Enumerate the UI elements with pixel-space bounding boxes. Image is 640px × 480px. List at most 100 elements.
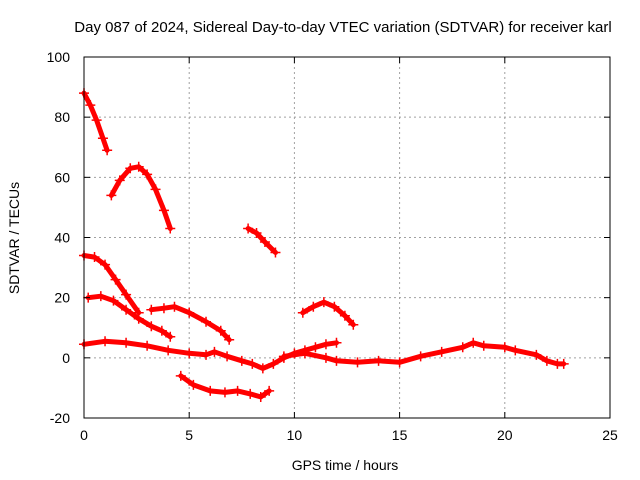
data-point-marker — [219, 387, 230, 398]
y-tick-label: 60 — [54, 169, 70, 185]
series-band — [245, 226, 278, 255]
data-point-marker — [478, 340, 489, 351]
data-point-marker — [232, 385, 243, 396]
chart-title: Day 087 of 2024, Sidereal Day-to-day VTE… — [74, 19, 611, 36]
data-point-marker — [209, 346, 220, 357]
data-point-marker — [278, 351, 289, 362]
data-point-marker — [331, 355, 342, 366]
data-point-marker — [339, 310, 350, 321]
data-point-marker — [297, 307, 308, 318]
data-point-marker — [184, 348, 195, 359]
y-tick-label: 100 — [47, 49, 71, 65]
data-point-marker — [95, 291, 106, 302]
data-point-marker — [100, 259, 111, 270]
x-tick-label: 5 — [185, 427, 193, 443]
data-point-marker — [558, 358, 569, 369]
data-point-marker — [308, 301, 319, 312]
data-point-marker — [156, 325, 167, 336]
data-point-marker — [142, 340, 153, 351]
data-point-marker — [158, 205, 169, 216]
data-point-marker — [257, 363, 268, 374]
data-point-marker — [169, 301, 180, 312]
data-point-marker — [299, 348, 310, 359]
data-point-marker — [184, 307, 195, 318]
data-point-marker — [320, 352, 331, 363]
data-point-marker — [133, 161, 144, 172]
series-arc-1 — [79, 88, 113, 156]
data-point-marker — [142, 169, 153, 180]
series-arc-3 — [79, 250, 144, 318]
data-point-marker — [510, 345, 521, 356]
data-point-marker — [318, 297, 329, 308]
data-point-marker — [108, 295, 119, 306]
data-point-marker — [125, 163, 136, 174]
data-point-marker — [222, 351, 233, 362]
data-point-marker — [270, 247, 281, 258]
data-point-marker — [85, 100, 96, 111]
data-point-marker — [89, 252, 100, 263]
data-point-marker — [163, 345, 174, 356]
data-point-marker — [201, 349, 212, 360]
data-point-marker — [243, 223, 254, 234]
data-point-marker — [106, 190, 117, 201]
data-point-marker — [468, 337, 479, 348]
series-arc-6 — [243, 223, 281, 258]
data-point-marker — [133, 313, 144, 324]
series-arc-10 — [278, 337, 569, 369]
x-tick-label: 20 — [497, 427, 513, 443]
x-tick-label: 10 — [287, 427, 303, 443]
series-arc-2 — [106, 161, 176, 234]
series-arc-8 — [175, 370, 275, 402]
data-point-marker — [158, 303, 169, 314]
data-point-marker — [329, 301, 340, 312]
data-point-marker — [97, 133, 108, 144]
x-tick-label: 15 — [392, 427, 408, 443]
data-point-marker — [205, 385, 216, 396]
data-series — [79, 88, 569, 402]
data-point-marker — [201, 316, 212, 327]
data-point-marker — [224, 334, 235, 345]
data-point-marker — [188, 379, 199, 390]
data-point-marker — [373, 355, 384, 366]
data-point-marker — [121, 289, 132, 300]
data-point-marker — [348, 319, 359, 330]
series-arc-7 — [297, 297, 359, 330]
data-point-marker — [251, 227, 262, 238]
data-point-marker — [236, 355, 247, 366]
data-point-marker — [121, 337, 132, 348]
data-point-marker — [102, 145, 113, 156]
data-point-marker — [541, 355, 552, 366]
data-point-marker — [150, 184, 161, 195]
data-point-marker — [165, 331, 176, 342]
y-tick-label: 40 — [54, 230, 70, 246]
data-point-marker — [247, 358, 258, 369]
data-point-marker — [394, 357, 405, 368]
y-axis-label: SDTVAR / TECUs — [6, 182, 22, 294]
data-point-marker — [531, 349, 542, 360]
series-arc-5 — [146, 301, 235, 345]
data-point-marker — [146, 304, 157, 315]
data-point-marker — [175, 370, 186, 381]
series-band — [300, 299, 356, 328]
y-tick-label: 80 — [54, 109, 70, 125]
y-tick-label: -20 — [50, 410, 70, 426]
data-point-marker — [320, 339, 331, 350]
data-point-marker — [436, 346, 447, 357]
x-tick-label: 25 — [602, 427, 618, 443]
x-axis-label: GPS time / hours — [292, 457, 399, 473]
data-point-marker — [245, 388, 256, 399]
series-band — [108, 164, 173, 231]
data-point-marker — [100, 336, 111, 347]
data-point-marker — [499, 342, 510, 353]
y-tick-label: 20 — [54, 290, 70, 306]
data-point-marker — [165, 223, 176, 234]
data-point-marker — [457, 342, 468, 353]
axis-ticks: 0 5 10 15 20 25 -20 0 20 40 60 80 100 — [47, 49, 618, 443]
series-band — [148, 304, 232, 343]
series-band — [81, 253, 142, 316]
data-point-marker — [310, 342, 321, 353]
data-point-marker — [110, 274, 121, 285]
data-point-marker — [146, 321, 157, 332]
data-point-marker — [352, 357, 363, 368]
